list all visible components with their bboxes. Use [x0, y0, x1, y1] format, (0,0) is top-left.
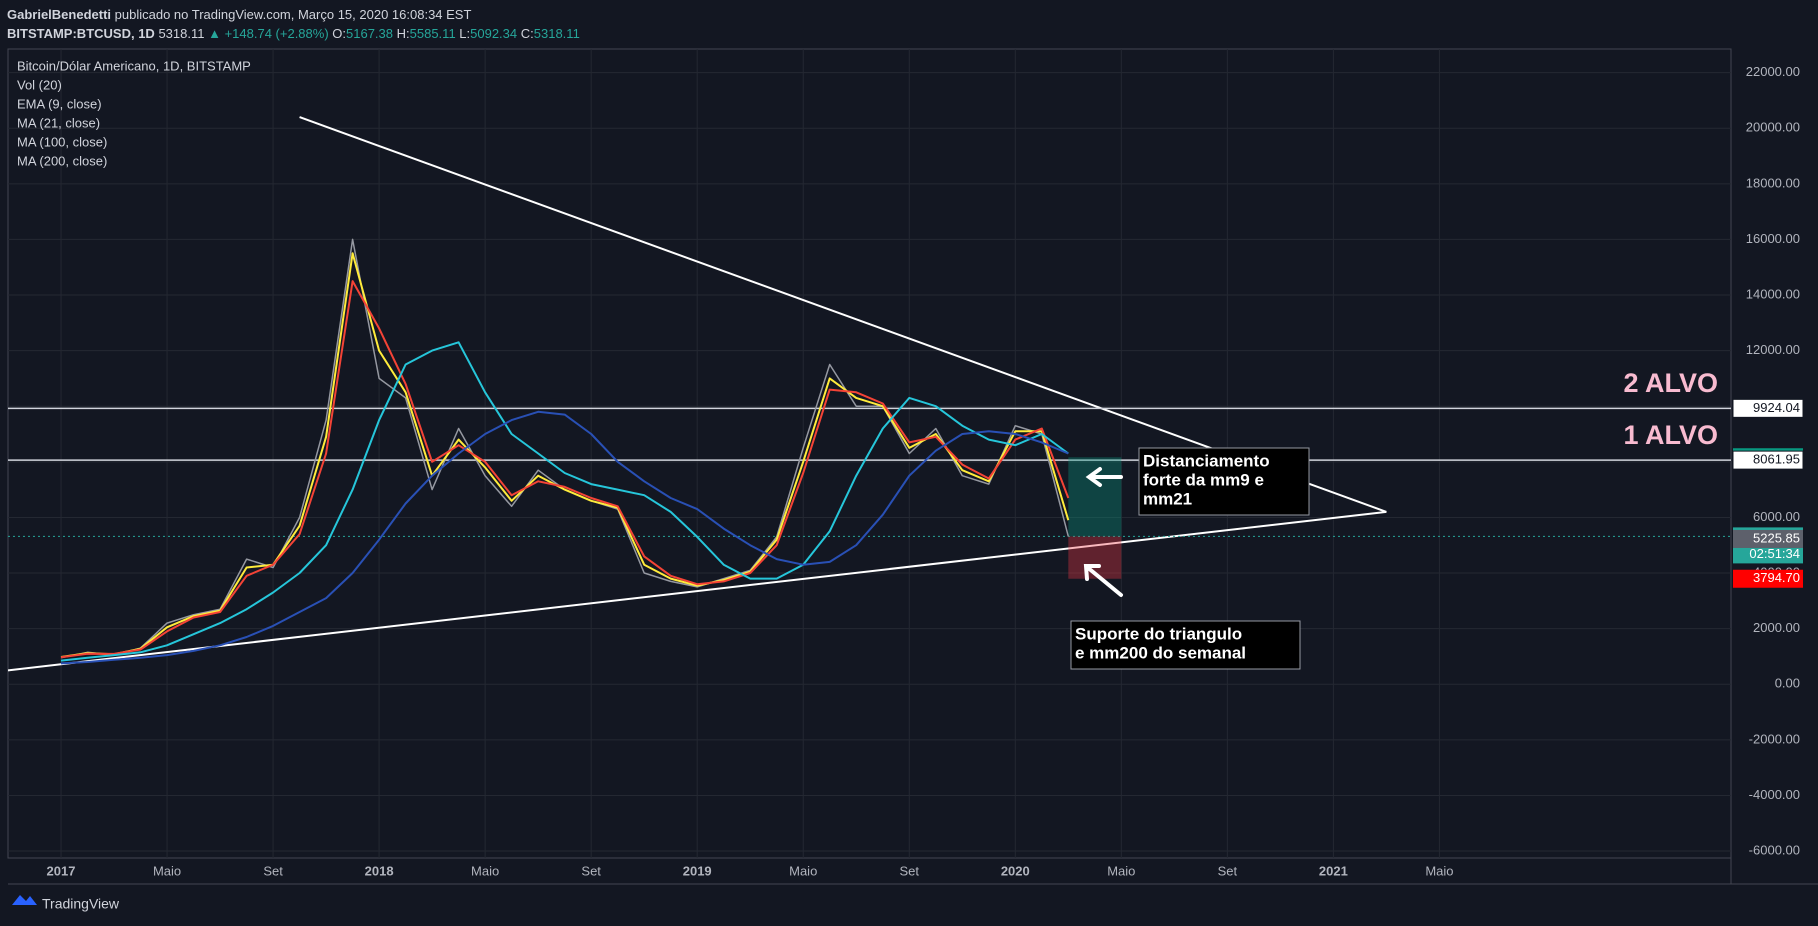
- header-line: GabrielBenedetti publicado no TradingVie…: [7, 5, 580, 24]
- y-tick-label: -4000.00: [1749, 787, 1800, 802]
- published: publicado no TradingView.com, Março 15, …: [114, 7, 472, 22]
- legend-entry: EMA (9, close): [17, 96, 102, 111]
- x-tick-label: Set: [263, 863, 283, 878]
- price-label-box: [1732, 398, 1804, 418]
- note-text: Distanciamento: [1143, 451, 1270, 470]
- x-tick-label: Maio: [1425, 863, 1453, 878]
- legend-entry: MA (100, close): [17, 134, 107, 149]
- y-tick-label: 2000.00: [1753, 620, 1800, 635]
- legend-entry: MA (200, close): [17, 153, 107, 168]
- target-label: 1 ALVO: [1623, 420, 1718, 450]
- trend-line: [299, 116, 1387, 513]
- brand: TradingView: [42, 896, 120, 912]
- x-tick-label: Maio: [789, 863, 817, 878]
- series-line: [60, 280, 1070, 659]
- countdown: 02:51:34: [1749, 546, 1800, 561]
- y-tick-label: 20000.00: [1746, 120, 1800, 135]
- x-tick-label: 2021: [1319, 863, 1348, 878]
- note-text: forte da mm9 e: [1143, 470, 1264, 489]
- x-tick-label: Maio: [1107, 863, 1135, 878]
- trend-line: [8, 510, 1387, 672]
- note-box: [1070, 620, 1301, 670]
- note-text: e mm200 do semanal: [1075, 643, 1246, 662]
- target-label: 2 ALVO: [1623, 368, 1718, 398]
- l-label: L:: [459, 26, 471, 41]
- y-tick-label: -2000.00: [1749, 731, 1800, 746]
- price-label-box: [1732, 450, 1804, 470]
- x-tick-label: Set: [900, 863, 920, 878]
- arrow: [1083, 564, 1123, 597]
- symbol: BITSTAMP:BTCUSD, 1D: [7, 26, 155, 41]
- x-tick-label: Maio: [153, 863, 181, 878]
- y-tick-label: -6000.00: [1749, 842, 1800, 857]
- x-tick-label: 2020: [1001, 863, 1030, 878]
- price-label: 8061.95: [1753, 452, 1800, 467]
- legend-entry: Bitcoin/Dólar Americano, 1D, BITSTAMP: [17, 58, 251, 73]
- change: ▲ +148.74 (+2.88%): [208, 26, 329, 41]
- note-box: [1138, 447, 1310, 516]
- y-tick-label: 0.00: [1775, 676, 1800, 691]
- x-tick-label: 2017: [47, 863, 76, 878]
- legend-entry: Vol (20): [17, 77, 62, 92]
- price-label: 9924.04: [1753, 400, 1800, 415]
- o-value: 5167.38: [346, 26, 394, 41]
- x-tick-label: Set: [1218, 863, 1238, 878]
- plot: [8, 116, 1731, 672]
- overlay: -6000.00-4000.00-2000.000.002000.004000.…: [17, 58, 1804, 878]
- series-line: [60, 238, 1070, 659]
- c-value: 5318.11: [533, 26, 580, 41]
- h-value: 5585.11: [409, 26, 456, 41]
- header-line: BITSTAMP:BTCUSD, 1D 5318.11 ▲ +148.74 (+…: [7, 24, 580, 43]
- header: GabrielBenedetti publicado no TradingVie…: [7, 5, 580, 43]
- grid: [8, 49, 1731, 858]
- y-tick-label: 18000.00: [1746, 175, 1800, 190]
- note-text: mm21: [1143, 489, 1192, 508]
- legend-entry: MA (21, close): [17, 115, 100, 130]
- last-price: 5318.11: [158, 26, 205, 41]
- x-tick-label: Maio: [471, 863, 499, 878]
- series-line: [60, 341, 1069, 662]
- author: GabrielBenedetti: [7, 7, 112, 22]
- y-tick-label: 16000.00: [1746, 231, 1800, 246]
- y-tick-label: 6000.00: [1753, 509, 1800, 524]
- note-text: Suporte do triangulo: [1075, 624, 1242, 643]
- l-value: 5092.34: [470, 26, 518, 41]
- y-tick-label: 22000.00: [1746, 64, 1800, 79]
- brand-logo: [12, 895, 37, 905]
- price-label-box: [1733, 569, 1803, 588]
- arrow: [1085, 467, 1123, 487]
- profit-zone: [1068, 457, 1122, 537]
- x-tick-label: 2018: [365, 863, 394, 878]
- y-tick-label: 12000.00: [1746, 342, 1800, 357]
- x-tick-label: Set: [581, 863, 601, 878]
- h-label: H:: [396, 26, 410, 41]
- price-label: 5225.85: [1753, 530, 1800, 545]
- price-label: 3794.70: [1753, 570, 1800, 585]
- price-label-box: [1733, 529, 1803, 548]
- o-label: O:: [332, 26, 347, 41]
- series-line: [60, 410, 1069, 665]
- c-label: C:: [520, 26, 534, 41]
- series-line: [60, 252, 1070, 658]
- x-tick-label: 2019: [683, 863, 712, 878]
- countdown-box: [1733, 545, 1803, 564]
- y-tick-label: 14000.00: [1746, 286, 1800, 301]
